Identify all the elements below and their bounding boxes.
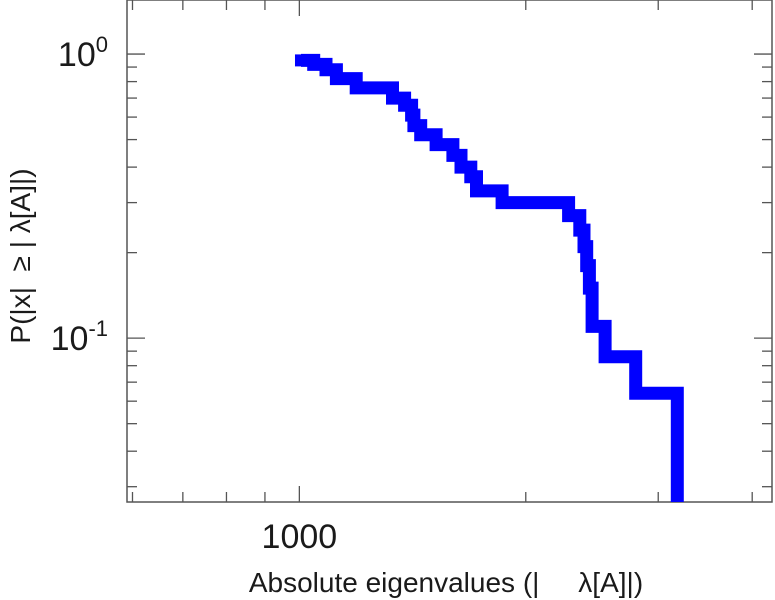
step-point [454,161,467,174]
step-point [398,99,411,112]
step-point [599,350,612,363]
step-point [586,320,599,333]
series-line-0 [301,53,684,502]
y-tick-label: 10-1 [51,316,108,358]
step-point [320,63,333,76]
step-point [307,58,320,71]
step-point [577,240,590,253]
step-point [294,54,307,67]
step-point [330,72,343,85]
step-point [470,184,483,197]
tick-marks [127,0,772,502]
plot-frame [126,0,773,503]
y-tick-label: 100 [58,32,108,74]
step-point [573,224,586,237]
step-point [405,109,418,122]
step-point [583,282,596,295]
step-point [386,92,399,105]
y-axis-label: P(|x| ≥ | λ[A]|) [5,168,36,343]
x-axis-label: Absolute eigenvalues (| λ[A]|) [249,567,643,598]
step-point [629,387,642,400]
step-point [562,209,575,222]
x-tick-label: 1000 [262,518,338,556]
step-point [446,149,459,162]
step-point [407,119,420,132]
step-point [430,138,443,151]
series-layer [294,53,684,502]
step-point [350,81,363,94]
tick-labels: 1000 100 10-1 [51,32,338,556]
step-point [580,259,593,272]
step-point [671,468,684,481]
step-point [464,170,477,183]
step-point [496,196,509,209]
step-point [414,128,427,141]
